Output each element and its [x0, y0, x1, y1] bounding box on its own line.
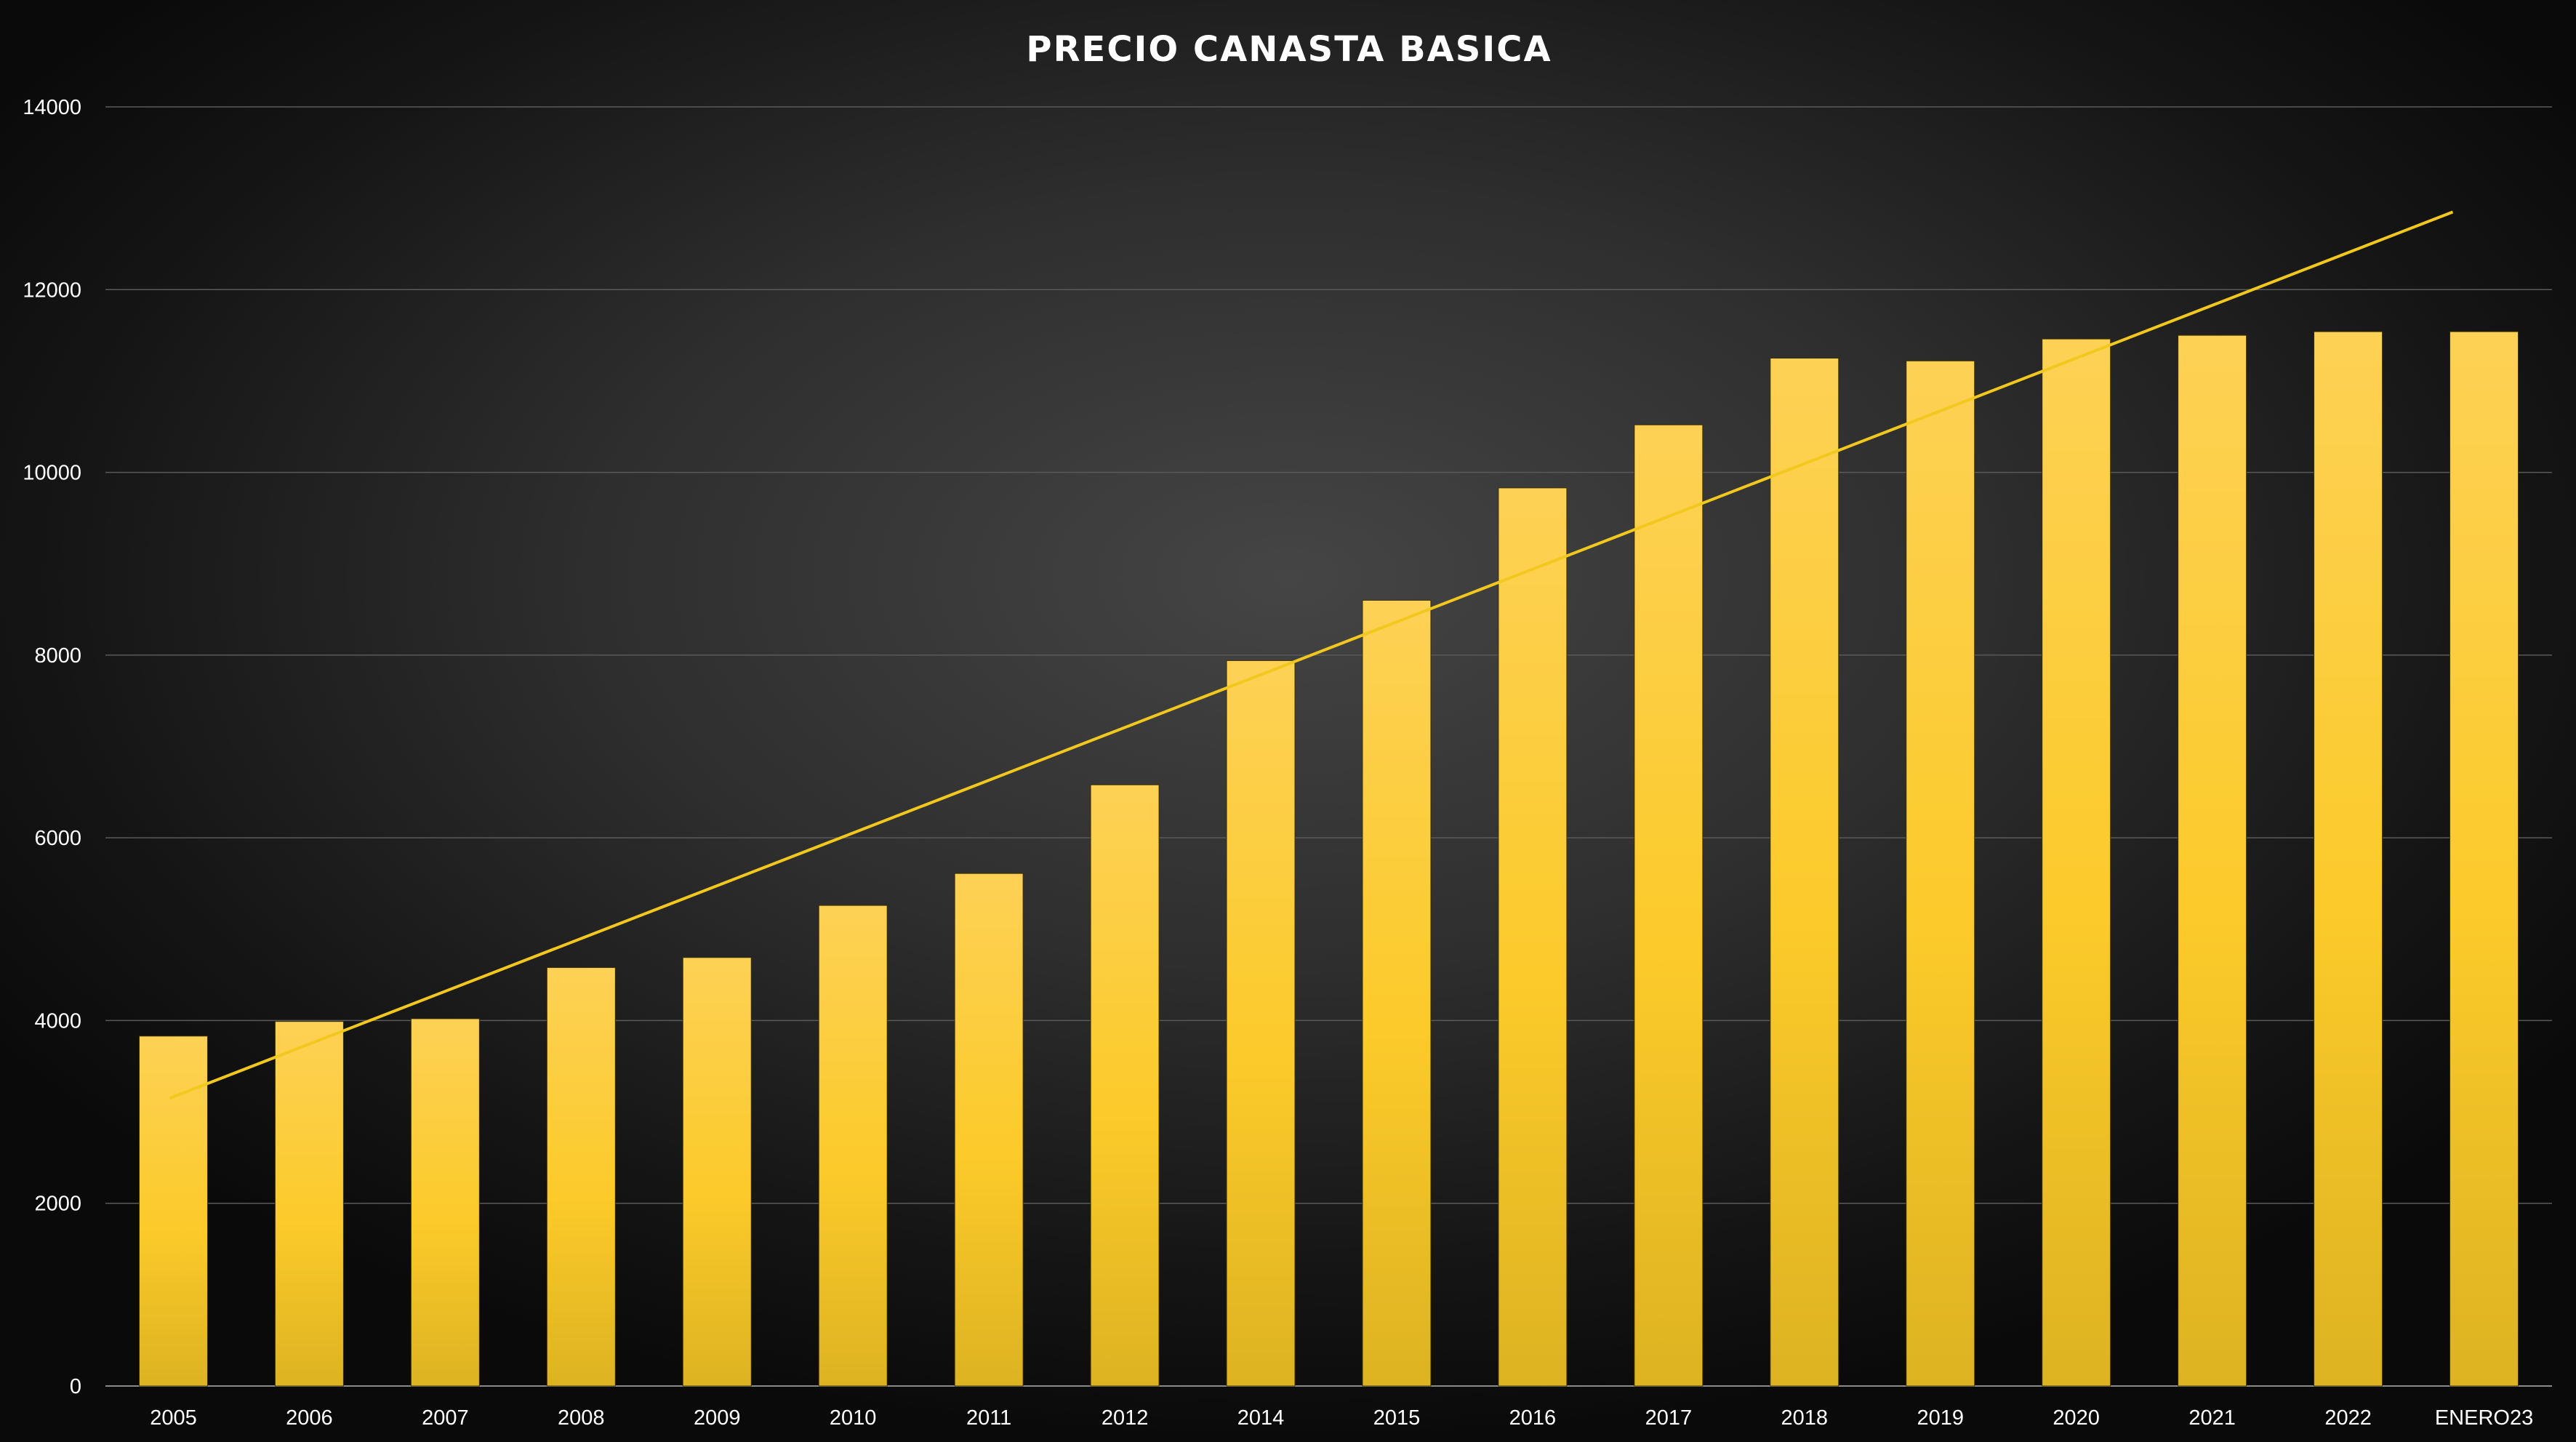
x-tick-label: 2008 — [558, 1406, 605, 1430]
bars — [138, 331, 2519, 1387]
bar-2007 — [410, 1018, 480, 1387]
y-tick-label: 8000 — [34, 644, 81, 668]
bar-2005 — [138, 1036, 208, 1387]
y-tick-label: 0 — [70, 1375, 81, 1398]
x-tick-label: 2017 — [1645, 1406, 1693, 1430]
x-tick-label: 2022 — [2324, 1406, 2372, 1430]
x-tick-label: 2005 — [150, 1406, 197, 1430]
x-tick-label: 2021 — [2188, 1406, 2236, 1430]
y-tick-label: 4000 — [34, 1009, 81, 1033]
y-tick-label: 14000 — [23, 96, 81, 119]
chart-title: PRECIO CANASTA BASICA — [1026, 29, 1552, 70]
trendline-group — [169, 210, 2454, 1100]
x-tick-label: 2015 — [1373, 1406, 1421, 1430]
bar-2009 — [682, 957, 752, 1387]
bar-2012 — [1090, 784, 1160, 1387]
x-tick-label: ENERO23 — [2435, 1406, 2533, 1430]
x-tick-label: 2014 — [1237, 1406, 1285, 1430]
bar-2014 — [1226, 660, 1296, 1387]
x-tick-label: 2010 — [830, 1406, 877, 1430]
x-tick-label: 2011 — [966, 1406, 1011, 1430]
y-tick-label: 2000 — [34, 1193, 81, 1216]
bar-2019 — [1906, 360, 1975, 1387]
gridlines — [105, 106, 2552, 1387]
bar-2022 — [2314, 331, 2383, 1387]
trendline — [169, 210, 2454, 1100]
y-tick-label: 6000 — [34, 827, 81, 850]
bar-2008 — [546, 967, 616, 1387]
bar-2010 — [818, 905, 888, 1387]
x-tick-label: 2012 — [1102, 1406, 1149, 1430]
bar-enero23 — [2449, 331, 2519, 1387]
bar-2020 — [2042, 338, 2111, 1387]
x-tick-label: 2016 — [1509, 1406, 1557, 1430]
x-tick-label: 2020 — [2053, 1406, 2100, 1430]
bar-2006 — [274, 1021, 344, 1387]
bar-2018 — [1770, 358, 1839, 1387]
x-tick-label: 2006 — [286, 1406, 333, 1430]
x-axis-ticks: 2005 2006 2007 2008 2009 2010 2011 2012 2014 2015… — [150, 1406, 2533, 1430]
x-tick-label: 2009 — [694, 1406, 741, 1430]
x-tick-label: 2018 — [1781, 1406, 1829, 1430]
bar-2021 — [2178, 335, 2247, 1387]
bar-2015 — [1362, 599, 1432, 1387]
y-axis-ticks: 0 2000 4000 6000 8000 10000 12000 14000 — [23, 96, 81, 1398]
y-tick-label: 10000 — [23, 462, 81, 485]
bar-2011 — [954, 873, 1024, 1387]
bar-2016 — [1498, 487, 1568, 1387]
x-tick-label: 2019 — [1917, 1406, 1964, 1430]
bar-2017 — [1634, 424, 1704, 1387]
x-tick-label: 2007 — [422, 1406, 469, 1430]
y-tick-label: 12000 — [23, 279, 81, 302]
